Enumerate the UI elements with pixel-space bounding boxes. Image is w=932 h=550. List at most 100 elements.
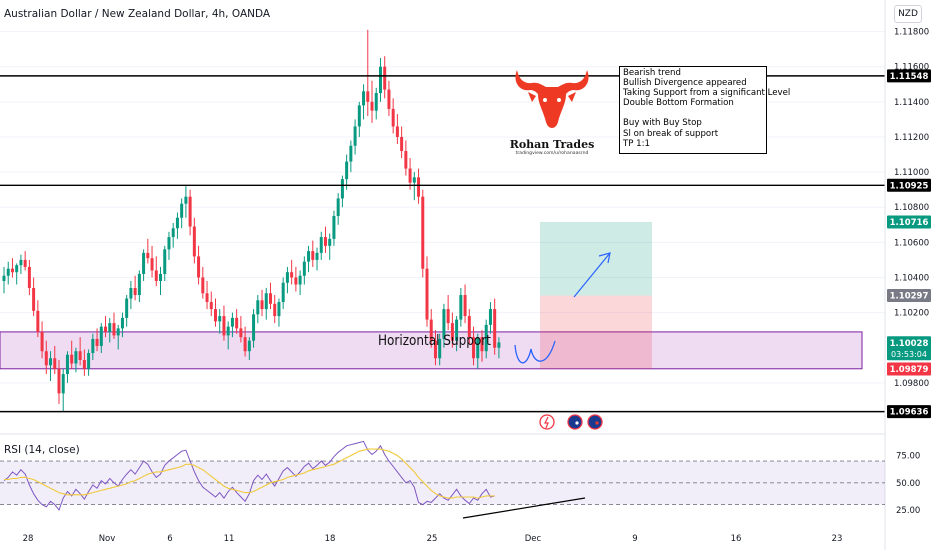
flash-icon: [539, 414, 555, 430]
target-zone[interactable]: [540, 221, 652, 296]
candle: [497, 342, 501, 348]
note-line: TP 1:1: [623, 138, 650, 149]
rsi-tick-label: 25.00: [896, 506, 920, 516]
candle: [36, 310, 40, 332]
candle: [476, 337, 480, 359]
candle: [239, 328, 243, 338]
time-axis[interactable]: 28 Nov 6 11 18 25 Dec 9 16 23: [23, 534, 843, 544]
candle: [15, 265, 19, 273]
note-line: Sl on break of support: [623, 128, 719, 139]
price-tick-label: 1.10600: [894, 238, 929, 248]
candle: [226, 326, 230, 336]
candle: [277, 302, 281, 317]
candle: [404, 151, 408, 169]
note-line: [623, 108, 763, 118]
rsi-pane[interactable]: 75.00 50.00 25.00: [0, 440, 920, 519]
price-tick-label: 1.10200: [894, 309, 929, 319]
candle: [78, 351, 82, 360]
candle: [408, 168, 412, 183]
candle: [450, 323, 454, 341]
price-axis[interactable]: 1.11800 1.11600 1.11400 1.11200 1.11000 1.108…: [887, 28, 931, 419]
price-tick-label: 1.10400: [894, 273, 929, 283]
candle: [484, 324, 488, 352]
candle: [184, 196, 188, 204]
candle: [167, 237, 171, 250]
time-tick-label: 18: [325, 534, 336, 544]
candle: [70, 354, 74, 364]
candle: [49, 358, 53, 366]
candle: [175, 217, 179, 229]
candle: [99, 326, 103, 346]
price-tag-label: 1.10028: [890, 339, 929, 349]
candle: [374, 93, 378, 111]
candle: [87, 352, 91, 369]
candle: [345, 161, 349, 180]
candle: [268, 293, 272, 304]
candle: [6, 268, 10, 276]
time-tick-label: 9: [632, 534, 637, 544]
candle: [328, 238, 332, 246]
note-line: Bearish trend: [623, 68, 681, 78]
candle: [463, 295, 467, 317]
time-tick-label: 11: [224, 534, 235, 544]
candle: [197, 256, 201, 278]
australia-flag-icon: [567, 414, 583, 430]
candle: [32, 288, 36, 311]
candle: [459, 295, 463, 320]
candle: [120, 317, 124, 329]
candle: [391, 108, 395, 127]
price-tag: [887, 289, 931, 303]
candle: [53, 358, 57, 369]
rsi-line: [3, 440, 495, 512]
candle: [116, 328, 120, 336]
candle: [23, 259, 27, 267]
currency-button[interactable]: NZD: [894, 5, 922, 23]
candle: [281, 282, 285, 303]
level-tag: [887, 405, 931, 419]
stop-zone[interactable]: [540, 295, 652, 369]
candle: [40, 331, 44, 352]
time-tick-label: 16: [731, 534, 742, 544]
candle: [222, 316, 226, 336]
price-tick-label: 1.11000: [894, 168, 929, 178]
candle: [27, 266, 31, 288]
price-tag-label: 1.09879: [890, 365, 929, 375]
bull-head-icon: [515, 70, 589, 128]
level-tag: [887, 178, 931, 192]
candle: [323, 237, 327, 246]
note-line: Double Bottom Formation: [623, 98, 734, 109]
price-tick-label: 1.09800: [894, 379, 929, 389]
candle: [142, 252, 146, 274]
candle: [421, 196, 425, 269]
price-tag-label: 1.10297: [890, 292, 929, 302]
candle: [383, 66, 387, 90]
candle: [442, 309, 446, 339]
candle: [108, 323, 112, 332]
trend-arrow[interactable]: [573, 252, 611, 298]
candle: [61, 374, 65, 394]
level-tag: [887, 69, 931, 83]
candle: [133, 288, 137, 296]
candles: [2, 29, 501, 411]
candle: [425, 268, 429, 320]
event-icons[interactable]: [539, 414, 603, 430]
candle: [264, 293, 268, 310]
double-bottom-drawing[interactable]: [514, 340, 556, 364]
analysis-note[interactable]: Bearish trend Bullish Divergence appeare…: [619, 66, 790, 154]
candle: [319, 237, 323, 253]
candle: [311, 251, 315, 260]
price-tag-label: 1.10716: [890, 218, 929, 228]
candle: [455, 319, 459, 341]
level-tag-label: 1.10925: [890, 181, 929, 191]
candle: [302, 261, 306, 276]
candle: [336, 198, 340, 216]
candle: [74, 351, 78, 364]
time-tick-label: 28: [23, 534, 34, 544]
candle: [298, 275, 302, 285]
logo-url: tradingview.com/u/rohanaasrnd: [515, 151, 589, 156]
candle: [159, 273, 163, 281]
rsi-ma-line: [4, 448, 495, 499]
candle: [137, 273, 141, 296]
candle: [230, 317, 234, 327]
